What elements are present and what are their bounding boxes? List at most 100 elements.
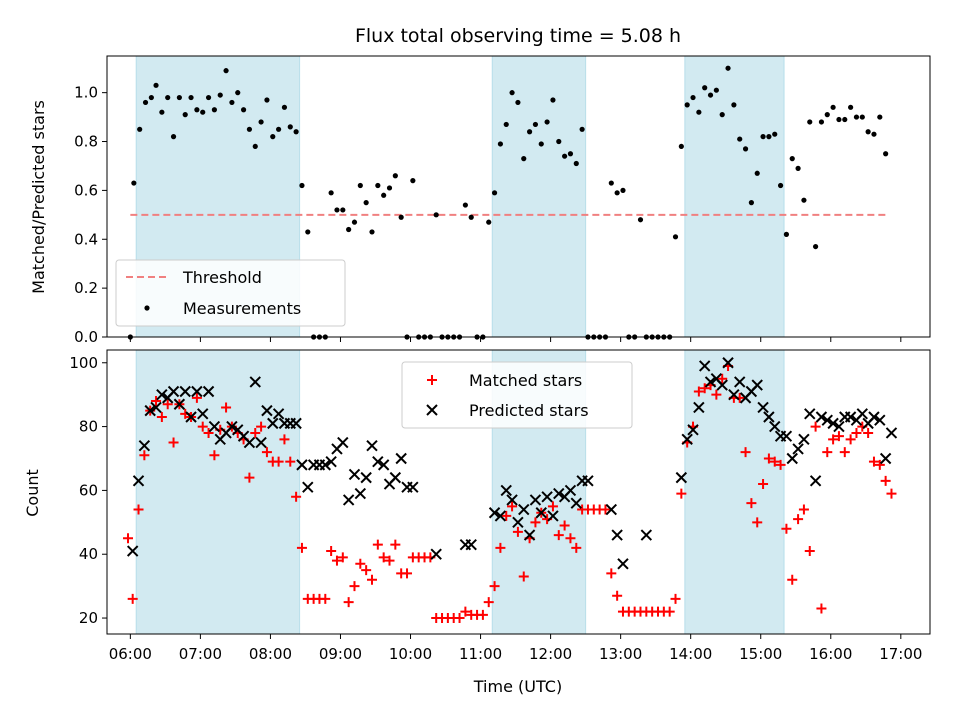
matched-stars-point [261,447,272,458]
predicted-stars-point [132,475,145,487]
measurement-point [748,200,754,206]
measurement-point [369,229,375,235]
measurement-point [240,107,247,113]
measurement-point [521,156,527,162]
measurement-point [486,219,492,225]
measurement-point [194,107,200,113]
top-y-axis-label: Matched/Predicted stars [29,100,48,294]
predicted-stars-point [337,436,349,449]
predicted-stars-point [529,494,542,506]
predicted-stars-point [856,408,868,420]
legend-threshold-label: Threshold [182,268,262,287]
measurement-point [737,136,743,142]
predicted-stars-point [488,507,501,519]
measurement-point [176,94,182,101]
predicted-stars-point [518,503,530,516]
matched-stars-point [483,597,494,608]
predicted-stars-point [728,388,740,401]
measurement-point [678,143,684,150]
matched-stars-point [291,491,302,502]
predicted-stars-point [809,475,822,487]
measurement-point [573,160,579,167]
measurement-point [672,234,679,240]
measurement-point [381,192,387,198]
predicted-stars-point [780,430,793,442]
predicted-stars-point [348,468,361,481]
predicted-stars-point [582,475,594,487]
matched-stars-point [139,450,150,461]
bottom-y-tick-label: 20 [79,609,98,627]
top-y-tick-label: 0.6 [74,181,98,199]
predicted-stars-point [879,452,892,465]
matched-stars-point [798,504,809,515]
predicted-stars-point [874,414,886,426]
measurement-point [165,94,171,101]
measurement-point [696,109,702,115]
predicted-stars-point [512,516,524,529]
measurement-point [142,99,149,106]
matched-stars-point [769,456,780,467]
predicted-stars-point [885,427,898,439]
matched-stars-point [285,456,296,467]
matched-stars-point [501,510,512,521]
matched-stars-point [355,558,366,569]
measurement-point [503,121,509,128]
predicted-stars-point [704,376,717,388]
predicted-stars-point [675,471,688,484]
predicted-stars-point [541,491,553,503]
top-shaded-interval [491,55,587,338]
measurement-point [305,229,311,235]
predicted-stars-point [798,433,810,446]
matched-stars-point [378,552,389,563]
predicted-stars-point [185,411,197,423]
measurement-point [159,109,165,115]
predicted-stars-point [290,417,302,430]
matched-stars-point [664,606,675,617]
measurement-point [620,187,626,193]
matched-stars-point [833,431,844,442]
bottom-plot-area: 20 40 60 80 100 06:00 07:00 08:00 09:00 10:00 11:0… [69,349,931,663]
measurement-point [386,185,393,191]
predicted-stars-point [267,417,279,430]
predicted-stars-point [360,471,372,484]
measurement-point [871,131,877,137]
matched-stars-point [781,523,792,534]
matched-stars-point [349,581,360,592]
legend-predicted-swatch [426,404,438,416]
predicted-stars-point [430,548,442,560]
measurement-point [789,156,795,162]
measurement-point [410,178,416,184]
predicted-stars-point [325,455,337,468]
matched-stars-point [828,434,839,445]
predicted-stars-point [698,360,711,372]
predicted-stars-point [465,538,477,551]
matched-stars-point [337,552,348,563]
matched-stars-point [361,565,372,576]
matched-stars-point [384,555,395,566]
matched-stars-point [221,402,232,413]
measurement-point [340,207,346,213]
top-plot-area: 0.0 0.2 0.4 0.6 0.8 1.0 Threshold Measurements [74,55,931,346]
measurement-point [526,129,533,135]
measurement-point [148,94,154,101]
measurement-point [392,173,398,179]
matched-stars-point [296,542,307,553]
predicted-stars-point [815,411,828,423]
matched-stars-point [203,427,214,438]
predicted-stars-point [500,484,512,497]
predicted-stars-point [179,385,191,398]
measurement-point [235,90,241,96]
x-tick-label: 07:00 [179,645,222,663]
x-tick-label: 11:00 [459,645,502,663]
top-series-group [127,65,889,340]
predicted-stars-point [319,459,332,471]
measurement-point [270,134,276,140]
matched-stars-point [693,386,704,397]
matched-stars-point [758,479,769,490]
predicted-stars-point [640,529,653,541]
predicted-stars-point [372,455,384,468]
matched-stars-point [168,437,179,448]
measurement-point [801,197,807,203]
measurement-point [818,119,825,125]
